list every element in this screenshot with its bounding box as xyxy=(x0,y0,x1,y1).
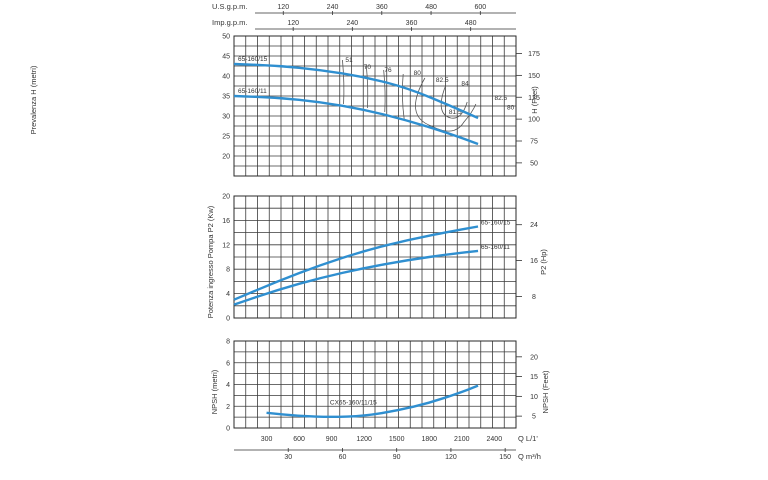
top-axis-2-tick-label: 360 xyxy=(406,20,418,27)
head-chart-frame xyxy=(233,35,517,177)
efficiency-label: 81.5 xyxy=(449,109,462,116)
top-axes: U.S.g.p.m. Imp.g.p.m. 120 240 360 480 600 12… xyxy=(212,2,516,31)
x-tick-label: 300 xyxy=(261,436,273,443)
efficiency-label: 70 xyxy=(364,64,372,71)
top-axis-1-tick-label: 480 xyxy=(425,4,437,11)
series-line-65-160-11 xyxy=(233,249,479,306)
x-tick-label: 1800 xyxy=(421,436,437,443)
efficiency-curve xyxy=(342,59,345,105)
y-tick-label: 2 xyxy=(226,404,230,411)
efficiency-curve xyxy=(401,73,405,121)
x2-tick-label: 30 xyxy=(284,454,292,461)
top-axis-2-tick-label: 120 xyxy=(287,20,299,27)
x2-tick-label: 90 xyxy=(393,454,401,461)
y-tick-label: 8 xyxy=(226,339,230,346)
series-line-65-160-15 xyxy=(233,62,479,120)
x-tick-label: 1500 xyxy=(389,436,405,443)
head-chart-panel: 20 25 30 35 40 45 50 50 75 100 125 150 175 Prevalen… xyxy=(29,34,540,177)
y-tick-label: 8 xyxy=(226,267,230,274)
series-label: 65-160/15 xyxy=(238,56,268,63)
y-tick-label: 50 xyxy=(222,34,230,41)
npsh-y-axis-right-label: NPSH (Feet) xyxy=(541,370,550,413)
x-tick-label: 2400 xyxy=(487,436,503,443)
y-tick-label: 0 xyxy=(226,316,230,323)
x-tick-label: 1200 xyxy=(356,436,372,443)
power-chart-frame xyxy=(233,195,517,319)
y-tick-label: 20 xyxy=(222,154,230,161)
y-tick-label: 6 xyxy=(226,360,230,367)
y-right-tick-label: 15 xyxy=(530,374,538,381)
top-axis-1-tick-label: 600 xyxy=(474,4,486,11)
npsh-y-axis-label: NPSH (metri) xyxy=(210,369,219,414)
top-axis-1-tick-label: 240 xyxy=(327,4,339,11)
power-y-axis-right-label: P2 (Hp) xyxy=(539,249,548,275)
y-tick-label: 0 xyxy=(226,426,230,433)
y-right-tick-label: 16 xyxy=(530,258,538,265)
y-tick-label: 20 xyxy=(222,194,230,201)
efficiency-curve xyxy=(365,65,369,109)
efficiency-label: 84 xyxy=(461,81,469,88)
efficiency-label: 82.5 xyxy=(494,95,507,102)
y-right-tick-label: 75 xyxy=(530,139,538,146)
series-line-65-160-11 xyxy=(233,94,479,146)
top-axis-1-tick-label: 360 xyxy=(376,4,388,11)
y-tick-label: 30 xyxy=(222,114,230,121)
efficiency-label: 82.5 xyxy=(436,77,449,84)
top-axis-1-label: U.S.g.p.m. xyxy=(212,2,247,11)
y-tick-label: 12 xyxy=(222,242,230,249)
y-right-tick-label: 5 xyxy=(532,414,536,421)
y-tick-label: 45 xyxy=(222,54,230,61)
x2-tick-label: 60 xyxy=(339,454,347,461)
y-tick-label: 25 xyxy=(222,134,230,141)
series-line-cx65-160-11-15 xyxy=(266,384,479,419)
x-axis-label-flow-l: Q L/1' xyxy=(518,434,538,443)
y-right-tick-label: 125 xyxy=(528,95,540,102)
y-tick-label: 16 xyxy=(222,218,230,225)
npsh-chart-frame xyxy=(233,340,517,429)
series-line-65-160-15 xyxy=(233,225,479,301)
power-y-axis-label: Potenza ingresso Pompa P2 (Kw) xyxy=(206,205,215,318)
head-y-axis-label: Prevalenza H (metri) xyxy=(29,65,38,134)
series-label: 65-160/11 xyxy=(238,88,267,95)
series-label: CX65-160/11/15 xyxy=(330,400,377,407)
y-right-tick-label: 10 xyxy=(530,394,538,401)
y-right-tick-label: 100 xyxy=(528,117,540,124)
x-tick-label: 600 xyxy=(293,436,305,443)
x-axis-label-flow-m3: Q m³/h xyxy=(518,452,541,461)
x-tick-label: 2100 xyxy=(454,436,470,443)
series-label: 65-160/11 xyxy=(481,244,510,251)
y-tick-label: 4 xyxy=(226,382,230,389)
top-axis-1-tick-label: 120 xyxy=(277,4,289,11)
efficiency-label: 80 xyxy=(507,105,515,112)
x-tick-label: 900 xyxy=(326,436,338,443)
x2-tick-label: 120 xyxy=(445,454,457,461)
y-tick-label: 4 xyxy=(226,291,230,298)
y-right-tick-label: 175 xyxy=(528,51,540,58)
efficiency-label: 76 xyxy=(384,67,392,74)
power-chart-panel: 0 4 8 12 16 20 8 16 24 Potenza ingresso Pompa P… xyxy=(206,194,548,323)
efficiency-curve xyxy=(415,77,477,132)
efficiency-label: 51 xyxy=(345,57,353,64)
y-tick-label: 40 xyxy=(222,74,230,81)
efficiency-label: 80 xyxy=(414,70,422,77)
y-right-tick-label: 8 xyxy=(532,294,536,301)
head-y-axis-right-label: H (Feet) xyxy=(530,86,539,114)
y-right-tick-label: 150 xyxy=(528,73,540,80)
x2-tick-label: 150 xyxy=(499,454,511,461)
npsh-chart-panel: 0 2 4 6 8 5 10 15 20 NPSH (metri) NPSH (Feet) C… xyxy=(210,339,550,462)
top-axis-2-tick-label: 240 xyxy=(346,20,358,27)
y-right-tick-label: 50 xyxy=(530,160,538,167)
y-right-tick-label: 20 xyxy=(530,354,538,361)
series-label: 65-160/15 xyxy=(481,220,511,227)
efficiency-curve xyxy=(383,69,386,113)
top-axis-2-tick-label: 480 xyxy=(465,20,477,27)
top-axis-2-label: Imp.g.p.m. xyxy=(212,18,247,27)
y-tick-label: 35 xyxy=(222,94,230,101)
y-right-tick-label: 24 xyxy=(530,222,538,229)
